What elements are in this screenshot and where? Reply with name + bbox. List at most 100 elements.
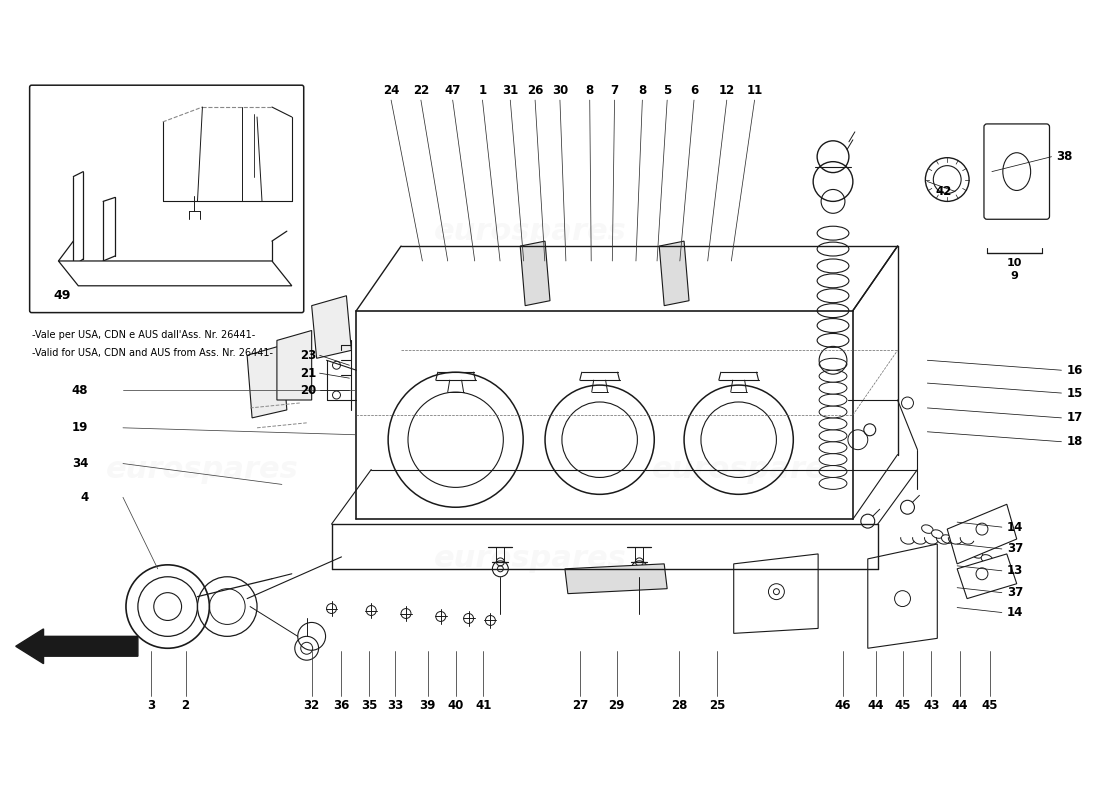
Text: 14: 14 <box>1006 606 1023 619</box>
Text: 40: 40 <box>448 699 464 712</box>
Text: 25: 25 <box>708 699 725 712</box>
Ellipse shape <box>820 406 847 418</box>
Text: 5: 5 <box>663 84 671 97</box>
Ellipse shape <box>820 442 847 454</box>
Polygon shape <box>734 554 818 634</box>
Text: 44: 44 <box>952 699 968 712</box>
Ellipse shape <box>820 358 847 370</box>
Ellipse shape <box>817 226 849 240</box>
Ellipse shape <box>817 304 849 318</box>
Polygon shape <box>277 330 311 400</box>
Ellipse shape <box>817 242 849 256</box>
Polygon shape <box>311 296 351 358</box>
Text: 24: 24 <box>383 84 399 97</box>
Text: eurospares: eurospares <box>106 455 299 484</box>
Text: 28: 28 <box>671 699 688 712</box>
Text: 35: 35 <box>361 699 377 712</box>
Text: 36: 36 <box>333 699 350 712</box>
Text: 48: 48 <box>72 383 88 397</box>
Polygon shape <box>659 241 689 306</box>
Text: 12: 12 <box>718 84 735 97</box>
Ellipse shape <box>952 540 962 548</box>
Text: -Vale per USA, CDN e AUS dall'Ass. Nr. 26441-: -Vale per USA, CDN e AUS dall'Ass. Nr. 2… <box>32 330 255 341</box>
Text: 42: 42 <box>936 185 953 198</box>
Text: 19: 19 <box>72 422 88 434</box>
Polygon shape <box>868 544 937 648</box>
Text: 14: 14 <box>1006 521 1023 534</box>
Ellipse shape <box>991 560 1002 568</box>
Ellipse shape <box>820 430 847 442</box>
Text: 11: 11 <box>747 84 762 97</box>
Text: 13: 13 <box>1006 564 1023 578</box>
Text: eurospares: eurospares <box>106 217 299 246</box>
Ellipse shape <box>932 530 943 538</box>
Ellipse shape <box>820 418 847 430</box>
Text: 2: 2 <box>182 699 189 712</box>
Text: 23: 23 <box>300 349 317 362</box>
Text: 29: 29 <box>608 699 625 712</box>
Text: 41: 41 <box>475 699 492 712</box>
Polygon shape <box>520 241 550 306</box>
Ellipse shape <box>820 370 847 382</box>
Text: 8: 8 <box>585 84 594 97</box>
Ellipse shape <box>922 525 933 534</box>
Text: 37: 37 <box>1006 586 1023 599</box>
Ellipse shape <box>817 274 849 288</box>
Text: 47: 47 <box>444 84 461 97</box>
Text: 30: 30 <box>552 84 568 97</box>
Ellipse shape <box>1003 153 1031 190</box>
Ellipse shape <box>820 478 847 490</box>
Text: 21: 21 <box>300 366 317 380</box>
FancyArrow shape <box>15 629 138 664</box>
Polygon shape <box>947 504 1016 564</box>
Text: 4: 4 <box>80 491 88 504</box>
Text: -Valid for USA, CDN and AUS from Ass. Nr. 26441-: -Valid for USA, CDN and AUS from Ass. Nr… <box>32 348 273 358</box>
Text: 17: 17 <box>1066 411 1082 424</box>
Text: 39: 39 <box>420 699 436 712</box>
Polygon shape <box>58 261 292 286</box>
Polygon shape <box>957 554 1016 598</box>
Text: 6: 6 <box>690 84 698 97</box>
Ellipse shape <box>817 334 849 347</box>
Text: 46: 46 <box>835 699 851 712</box>
Ellipse shape <box>942 534 953 543</box>
Ellipse shape <box>971 550 982 558</box>
Text: 44: 44 <box>868 699 884 712</box>
Text: 10: 10 <box>1008 258 1022 268</box>
Text: 43: 43 <box>923 699 939 712</box>
Polygon shape <box>565 564 668 594</box>
Text: 32: 32 <box>304 699 320 712</box>
Text: 18: 18 <box>1066 435 1082 448</box>
Ellipse shape <box>820 382 847 394</box>
Text: 34: 34 <box>72 457 88 470</box>
Text: 37: 37 <box>1006 542 1023 555</box>
Text: 27: 27 <box>572 699 587 712</box>
Text: 3: 3 <box>146 699 155 712</box>
FancyBboxPatch shape <box>30 86 304 313</box>
Text: 45: 45 <box>894 699 911 712</box>
Ellipse shape <box>820 454 847 466</box>
Polygon shape <box>248 346 287 418</box>
FancyBboxPatch shape <box>984 124 1049 219</box>
Text: 31: 31 <box>503 84 518 97</box>
Ellipse shape <box>981 554 992 563</box>
Text: eurospares: eurospares <box>652 455 845 484</box>
Text: 26: 26 <box>527 84 543 97</box>
Text: 16: 16 <box>1066 364 1082 377</box>
Text: eurospares: eurospares <box>433 544 627 574</box>
Text: eurospares: eurospares <box>433 217 627 246</box>
Ellipse shape <box>817 259 849 273</box>
Ellipse shape <box>961 545 972 554</box>
Text: 49: 49 <box>54 290 70 302</box>
Ellipse shape <box>817 318 849 333</box>
Text: 22: 22 <box>412 84 429 97</box>
Text: 7: 7 <box>610 84 618 97</box>
Text: 20: 20 <box>300 383 317 397</box>
Text: 8: 8 <box>638 84 647 97</box>
Text: 45: 45 <box>981 699 998 712</box>
Ellipse shape <box>817 289 849 302</box>
Text: 9: 9 <box>1011 271 1019 281</box>
Text: 15: 15 <box>1066 386 1082 399</box>
Text: 1: 1 <box>478 84 486 97</box>
Text: 38: 38 <box>1056 150 1072 163</box>
